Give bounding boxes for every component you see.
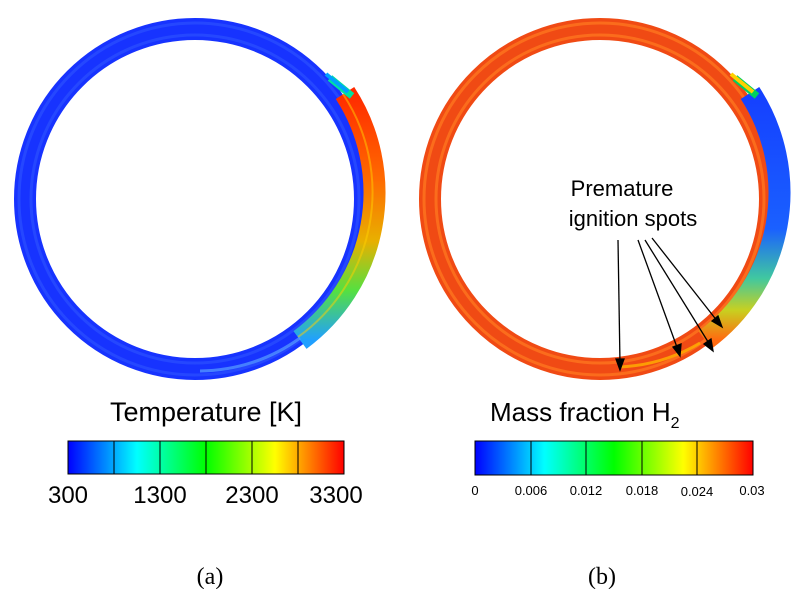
mass-fraction-tick-1: 0.006 [515, 483, 548, 498]
annotation-arrows [615, 237, 724, 372]
temperature-hot-sector-band [297, 93, 374, 338]
mass-fraction-tick-0: 0 [471, 483, 478, 498]
panel-a: Temperature [K] 300 1300 2300 3300 (a) [14, 18, 386, 589]
mass-fraction-depleted-sector [698, 87, 791, 349]
mass-fraction-tick-2: 0.012 [570, 483, 603, 498]
temperature-streaks [199, 336, 301, 373]
temperature-hot-sector [293, 87, 386, 349]
temperature-colorbar-title: Temperature [K] [110, 397, 302, 427]
mass-fraction-flame-front-edge [729, 72, 755, 94]
mass-fraction-tick-3: 0.018 [626, 483, 659, 498]
panel-b-label: (b) [588, 564, 616, 589]
arrow-1 [617, 239, 621, 365]
temperature-ring [14, 18, 386, 380]
mass-fraction-ring [419, 18, 791, 380]
annotation-line-2: ignition spots [569, 206, 697, 231]
temperature-colorbar: Temperature [K] 300 1300 2300 3300 [48, 397, 363, 509]
temperature-ring-band-inner [29, 33, 361, 365]
temperature-tick-3: 3300 [309, 482, 362, 509]
arrow-3 [644, 239, 711, 346]
temperature-flame-front-edge [324, 72, 350, 94]
mass-fraction-ring-band-inner [434, 33, 766, 365]
mass-fraction-colorbar-title: Mass fraction H2 [490, 397, 680, 432]
arrow-4 [651, 237, 719, 323]
ignition-annotation: Premature ignition spots [569, 176, 724, 372]
mass-fraction-tick-5: 0.03 [739, 483, 764, 498]
arrow-2 [637, 239, 679, 351]
temperature-tick-1: 1300 [133, 482, 186, 509]
mass-fraction-colorbar: Mass fraction H2 0 0.006 0.012 0.018 0.0… [471, 397, 764, 499]
mass-fraction-tick-4: 0.024 [681, 484, 714, 499]
temperature-tick-0: 300 [48, 482, 88, 509]
panel-b: Premature ignition spots Mass fraction H… [419, 18, 791, 589]
panel-a-label: (a) [197, 564, 224, 589]
mass-fraction-colorbar-gradient [474, 440, 754, 476]
mass-fraction-streaks [619, 341, 701, 369]
temperature-tick-2: 2300 [225, 482, 278, 509]
annotation-line-1: Premature [571, 176, 674, 201]
